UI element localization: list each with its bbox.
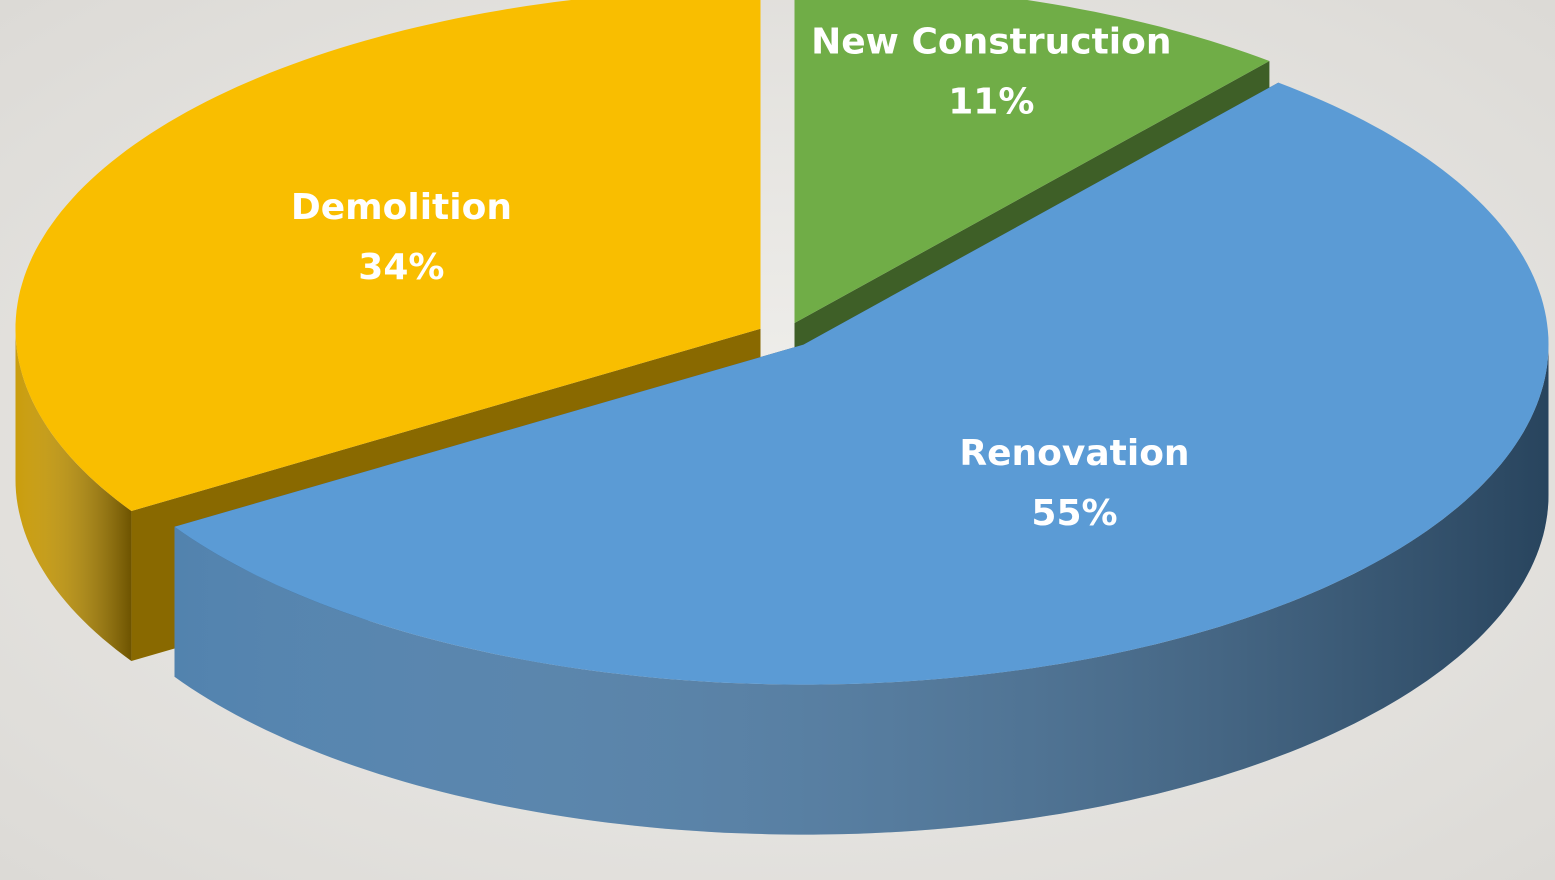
slice-category-label: Renovation (959, 433, 1189, 474)
slice-value-label: 34% (358, 247, 444, 288)
slice (15, 0, 761, 511)
slice (794, 0, 1270, 323)
slice-wall-shade (174, 344, 1549, 835)
slice-value-label: 55% (1031, 493, 1117, 534)
slice-value-label: 11% (948, 81, 1034, 122)
slice (174, 82, 1549, 685)
slice-category-label: Demolition (291, 187, 512, 228)
slice-category-label: New Construction (811, 21, 1171, 62)
slice-wall-shade (15, 328, 132, 661)
